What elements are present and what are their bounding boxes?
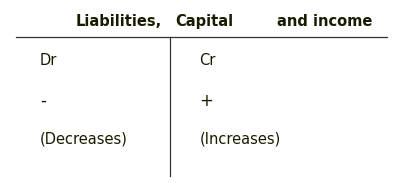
Text: Liabilities,: Liabilities, <box>76 14 162 29</box>
Text: Capital: Capital <box>176 14 234 29</box>
Text: and income: and income <box>277 14 373 29</box>
Text: Cr: Cr <box>200 53 216 68</box>
Text: -: - <box>40 92 46 110</box>
Text: (Decreases): (Decreases) <box>40 132 128 147</box>
Text: Dr: Dr <box>40 53 57 68</box>
Text: +: + <box>200 92 213 110</box>
Text: (Increases): (Increases) <box>200 132 281 147</box>
